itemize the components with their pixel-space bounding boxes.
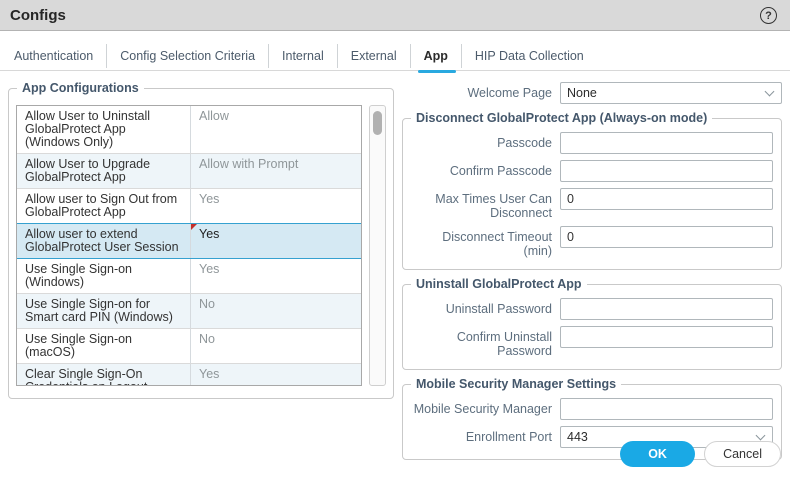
confirm-passcode-input[interactable] — [560, 160, 773, 182]
mobile-security-manager-section: Mobile Security Manager Settings Mobile … — [402, 377, 782, 460]
table-row-selected[interactable]: Allow user to extend GlobalProtect User … — [17, 223, 361, 259]
welcome-page-select[interactable]: None — [560, 82, 782, 104]
uninstall-password-input[interactable] — [560, 298, 773, 320]
dialog-titlebar: Configs ? — [0, 0, 790, 31]
app-configurations-table: Allow User to Uninstall GlobalProtect Ap… — [16, 105, 386, 386]
settings-table: Allow User to Uninstall GlobalProtect Ap… — [16, 105, 362, 386]
ok-button[interactable]: OK — [620, 441, 696, 467]
modified-indicator-icon — [191, 224, 197, 230]
welcome-page-label: Welcome Page — [467, 86, 552, 100]
confirm-uninstall-password-input[interactable] — [560, 326, 773, 348]
app-settings-form: Welcome Page None Disconnect GlobalProte… — [402, 82, 782, 460]
mobile-security-manager-label: Mobile Security Manager — [413, 402, 552, 416]
help-icon[interactable]: ? — [760, 7, 777, 24]
table-row[interactable]: Allow User to Upgrade GlobalProtect App … — [17, 154, 361, 189]
confirm-passcode-label: Confirm Passcode — [449, 164, 552, 178]
table-row[interactable]: Allow User to Uninstall GlobalProtect Ap… — [17, 106, 361, 154]
passcode-label: Passcode — [497, 136, 552, 150]
enrollment-port-label: Enrollment Port — [465, 430, 552, 444]
tab-bar: Authentication Config Selection Criteria… — [0, 32, 790, 73]
uninstall-password-label: Uninstall Password — [445, 302, 552, 316]
disconnect-section: Disconnect GlobalProtect App (Always-on … — [402, 111, 782, 270]
chevron-down-icon — [755, 430, 766, 441]
mobile-security-manager-input[interactable] — [560, 398, 773, 420]
section-legend: Uninstall GlobalProtect App — [411, 277, 587, 292]
confirm-uninstall-password-label: Confirm Uninstall Password — [456, 330, 552, 358]
uninstall-section: Uninstall GlobalProtect App Uninstall Pa… — [402, 277, 782, 370]
tab-authentication[interactable]: Authentication — [14, 49, 94, 63]
table-row[interactable]: Allow user to Sign Out from GlobalProtec… — [17, 189, 361, 224]
dialog-footer: OK Cancel — [620, 441, 781, 467]
tab-app[interactable]: App — [409, 44, 461, 73]
table-scrollbar[interactable] — [369, 105, 386, 386]
page-title: Configs — [10, 6, 66, 24]
tab-internal[interactable]: Internal — [268, 44, 337, 68]
section-legend: Mobile Security Manager Settings — [411, 377, 622, 392]
tab-hip-data-collection[interactable]: HIP Data Collection — [460, 44, 597, 68]
max-times-disconnect-label: Max Times User Can Disconnect — [435, 192, 552, 220]
table-row[interactable]: Use Single Sign-on (macOS) No — [17, 329, 361, 364]
section-legend: Disconnect GlobalProtect App (Always-on … — [411, 111, 713, 126]
scrollbar-thumb[interactable] — [373, 111, 382, 135]
table-row[interactable]: Use Single Sign-on (Windows) Yes — [17, 259, 361, 294]
help-glyph: ? — [765, 9, 772, 22]
tab-external[interactable]: External — [336, 44, 410, 68]
max-times-disconnect-input[interactable] — [560, 188, 773, 210]
cancel-button[interactable]: Cancel — [704, 441, 781, 467]
welcome-page-row: Welcome Page None — [402, 82, 782, 104]
app-configurations-section: App Configurations Allow User to Uninsta… — [8, 81, 394, 399]
passcode-input[interactable] — [560, 132, 773, 154]
disconnect-timeout-label: Disconnect Timeout (min) — [442, 230, 552, 258]
tab-config-selection-criteria[interactable]: Config Selection Criteria — [106, 44, 268, 68]
table-row[interactable]: Use Single Sign-on for Smart card PIN (W… — [17, 294, 361, 329]
section-legend: App Configurations — [17, 81, 144, 96]
disconnect-timeout-input[interactable] — [560, 226, 773, 248]
table-row[interactable]: Clear Single Sign-On Credentials on Logo… — [17, 364, 361, 385]
chevron-down-icon — [764, 86, 775, 97]
